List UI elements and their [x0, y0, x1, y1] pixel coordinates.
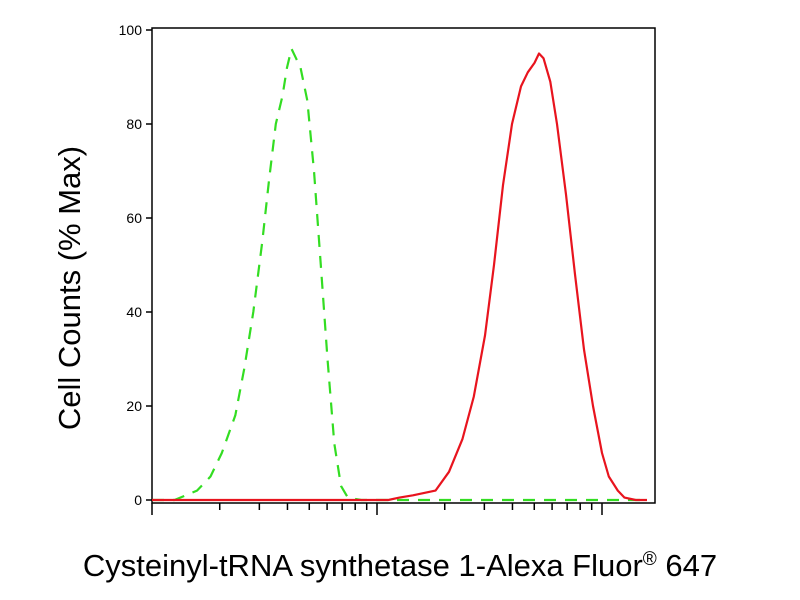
y-tick-label: 40 [126, 304, 142, 320]
series-layer [152, 47, 647, 502]
y-tick-label: 100 [119, 22, 143, 38]
y-tick-label: 60 [126, 210, 142, 226]
y-axis-label: Cell Counts (% Max) [52, 145, 87, 431]
x-axis-label-suffix: 647 [656, 548, 718, 583]
series-line-2 [152, 52, 647, 502]
axes [151, 27, 656, 504]
y-tick-label: 0 [134, 492, 142, 508]
series-line-1 [152, 47, 647, 502]
tick-marks [146, 29, 603, 515]
y-tick-labels: 0 20 40 60 80 100 [119, 22, 143, 508]
x-axis-label: Cysteinyl-tRNA synthetase 1-Alexa Fluor®… [0, 548, 800, 584]
x-axis-label-main: Cysteinyl-tRNA synthetase 1-Alexa Fluor [82, 548, 643, 583]
x-axis-label-registered-mark: ® [642, 549, 657, 570]
plot-frame [151, 27, 656, 504]
y-tick-label: 80 [126, 116, 142, 132]
y-tick-label: 20 [126, 398, 142, 414]
